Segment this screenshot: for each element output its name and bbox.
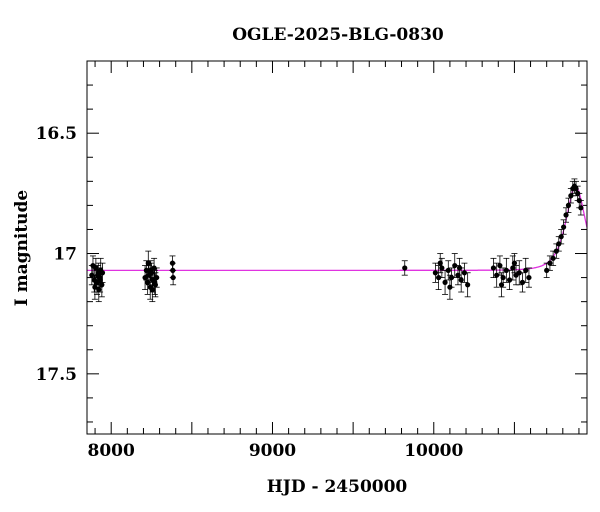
plot-layer: 8000 9000 10000 16.5 17 17.5 [36,61,588,461]
data-point [565,202,572,208]
data-point [95,272,101,278]
data-point [432,270,438,276]
data-point [445,267,451,273]
x-tick-label: 8000 [88,441,135,461]
data-point [458,277,464,283]
data-point [494,272,500,278]
data-point [497,262,503,269]
data-point [96,287,102,293]
y-tick-label: 16.5 [36,124,77,144]
data-point [149,287,155,293]
data-point [544,267,550,273]
y-axis-label: I magnitude [12,190,32,307]
data-point [547,260,553,266]
data-point [152,279,158,285]
y-tick-label: 17 [53,245,77,265]
data-point [506,277,513,283]
data-point [99,270,106,276]
data-point [558,234,564,240]
plot-frame [86,60,588,435]
data-point [90,262,96,269]
x-axis-label: HJD - 2450000 [267,477,408,497]
data-point [145,260,151,266]
x-tick-label: 9000 [249,441,296,461]
data-point [563,212,569,218]
x-tick-label: 10000 [404,441,463,461]
data-point [516,270,522,276]
data-point [526,274,532,281]
model-curve [87,185,588,272]
data-point [519,279,526,285]
data-point [402,265,408,271]
y-tick-label: 17.5 [36,365,77,385]
data-point [170,274,176,281]
data-point [456,265,463,271]
data-point [92,284,98,290]
data-point [498,282,505,288]
data-point [97,277,103,283]
data-point [452,262,458,269]
data-point [148,267,154,273]
data-point [523,267,529,273]
data-point [578,205,584,211]
data-point [461,270,468,276]
data-point [436,274,442,281]
data-point [154,274,160,281]
chart-title: OGLE-2025-BLG-0830 [232,25,444,45]
data-point [550,255,556,261]
data-point [447,284,453,290]
data-point [99,282,105,288]
data-point [561,224,567,230]
data-point [490,265,497,271]
data-point [503,267,509,273]
data-point [511,260,518,266]
data-point [442,279,448,285]
data-point [465,282,471,288]
data-point [437,260,443,266]
